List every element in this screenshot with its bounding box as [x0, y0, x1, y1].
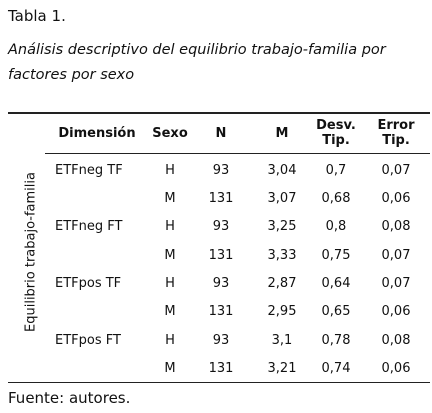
dimension-cell: ETFpos FT	[55, 333, 121, 348]
table-cell: H	[165, 163, 175, 178]
table-cell: 0,8	[325, 219, 347, 234]
table-cell: 0,07	[381, 248, 411, 263]
table-cell: 0,74	[321, 361, 351, 376]
table-cell: 0,06	[381, 361, 411, 376]
table-cell: 3,33	[267, 248, 297, 263]
column-header: Desv. Tip.	[316, 118, 356, 148]
table-subtitle: Análisis descriptivo del equilibrio trab…	[8, 42, 386, 83]
table-cell: 3,04	[267, 163, 297, 178]
table-cell: 0,65	[321, 304, 351, 319]
column-header: N	[215, 126, 227, 141]
table-cell: 93	[212, 276, 230, 291]
table-cell: M	[164, 191, 176, 206]
dimension-cell: ETFneg TF	[55, 163, 123, 178]
top-rule	[8, 112, 430, 114]
table-cell: 0,78	[321, 333, 351, 348]
source-note: Fuente: autores.	[8, 389, 131, 407]
table-cell: M	[164, 304, 176, 319]
table-title: Tabla 1.	[8, 7, 66, 25]
table-cell: 3,1	[271, 333, 293, 348]
table-cell: H	[165, 333, 175, 348]
table-cell: 131	[208, 248, 234, 263]
table-cell: 0,07	[381, 276, 411, 291]
table-cell: 0,06	[381, 191, 411, 206]
table-cell: 0,06	[381, 304, 411, 319]
table-cell: 2,87	[267, 276, 297, 291]
table-cell: 3,21	[267, 361, 297, 376]
column-header: M	[275, 126, 289, 141]
table-cell: 2,95	[267, 304, 297, 319]
table-cell: 131	[208, 304, 234, 319]
bottom-rule	[8, 382, 430, 383]
dimension-cell: ETFneg FT	[55, 219, 123, 234]
table-cell: 0,08	[381, 219, 411, 234]
table-cell: 93	[212, 333, 230, 348]
dimension-cell: ETFpos TF	[55, 276, 122, 291]
column-header: Error Tip.	[377, 118, 415, 148]
table-cell: 0,7	[325, 163, 347, 178]
header-rule	[45, 153, 430, 154]
table-cell: 3,25	[267, 219, 297, 234]
table-cell: 0,75	[321, 248, 351, 263]
group-label: Equilibrio trabajo-familia	[23, 172, 39, 332]
table-cell: 131	[208, 361, 234, 376]
table-cell: 0,64	[321, 276, 351, 291]
table-cell: 0,07	[381, 163, 411, 178]
table-cell: M	[164, 248, 176, 263]
table-cell: 0,68	[321, 191, 351, 206]
table-cell: H	[165, 219, 175, 234]
column-header: Dimensión	[58, 126, 136, 141]
table-cell: M	[164, 361, 176, 376]
table-cell: 93	[212, 219, 230, 234]
table-cell: 93	[212, 163, 230, 178]
column-header: Sexo	[152, 126, 188, 141]
table-cell: 3,07	[267, 191, 297, 206]
table-cell: 0,08	[381, 333, 411, 348]
table-cell: H	[165, 276, 175, 291]
table-cell: 131	[208, 191, 234, 206]
